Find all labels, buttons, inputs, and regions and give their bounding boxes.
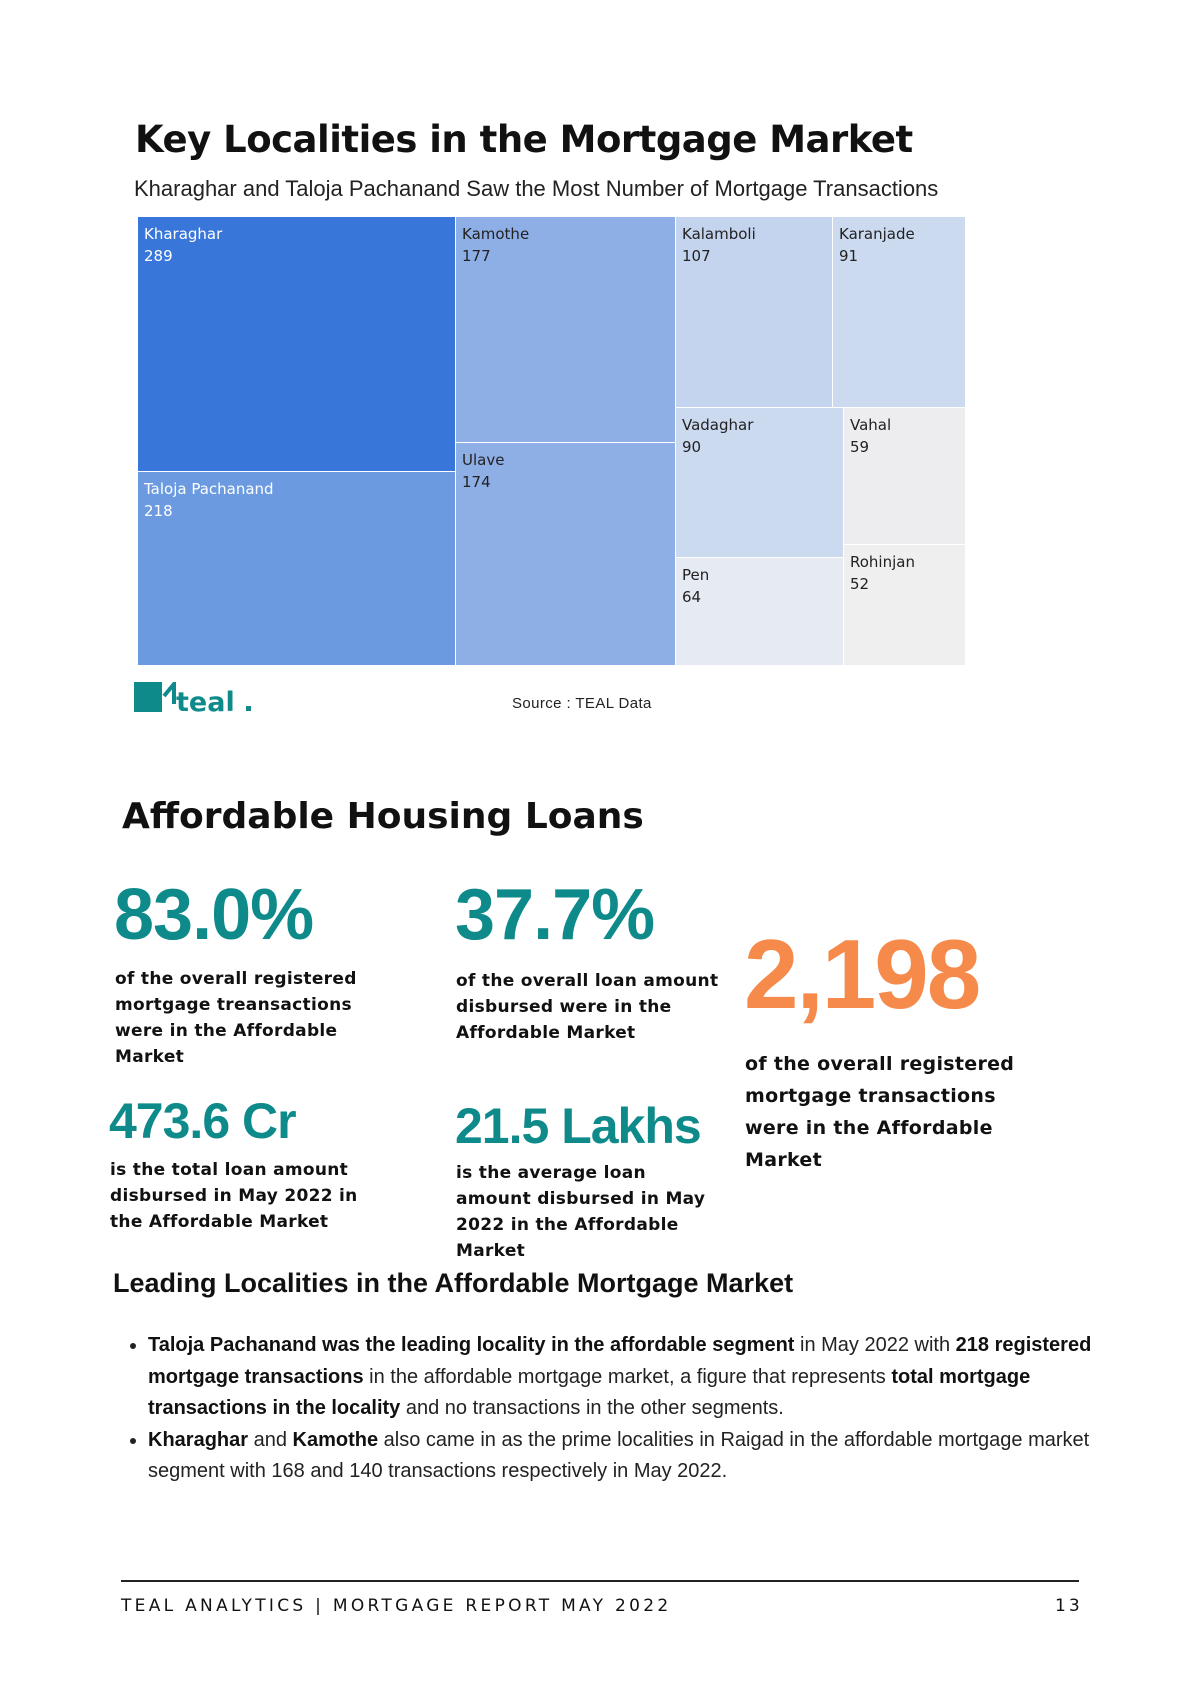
bullet-text: in the affordable mortgage market, a fig… xyxy=(363,1365,892,1388)
treemap-tile-value: 289 xyxy=(144,247,173,265)
bullet-bold-text: Kamothe xyxy=(292,1428,379,1451)
treemap-tile-value: 90 xyxy=(682,438,702,456)
treemap-tile-label: Kalamboli xyxy=(682,225,756,243)
stat-desc-share-transactions: of the overall registered mortgage trean… xyxy=(115,969,357,1067)
bullet-text: also came in as the prime localities in … xyxy=(148,1428,1090,1483)
bullet-text: in May 2022 with xyxy=(794,1334,956,1356)
page-number: 13 xyxy=(1055,1596,1083,1616)
treemap-tile-value: 64 xyxy=(682,588,702,606)
stat-value-share-loan-amount: 37.7% xyxy=(455,875,655,955)
treemap-tile-label: Kamothe xyxy=(462,225,530,243)
section-title-affordable: Affordable Housing Loans xyxy=(122,796,644,837)
stat-desc-share-loan-amount: of the overall loan amount disbursed wer… xyxy=(456,971,719,1043)
treemap-tile-value: 52 xyxy=(850,575,870,593)
stat-desc-transaction-count: of the overall registered mortgage trans… xyxy=(745,1053,1015,1171)
chart-subtitle: Kharaghar and Taloja Pachanand Saw the M… xyxy=(134,176,939,201)
source-note: Source : TEAL Data xyxy=(512,695,652,712)
localities-treemap: Kharaghar 289 Taloja Pachanand 218 Kamothe 17… xyxy=(138,217,966,666)
bullet-text: and no transactions in the other segment… xyxy=(400,1397,784,1419)
bullet-bold-text: Taloja Pachanand was the leading localit… xyxy=(148,1334,795,1356)
stat-desc-average-loan: is the average loan amount disbursed in … xyxy=(456,1163,706,1261)
treemap-tile-label: Taloja Pachanand xyxy=(144,480,274,498)
footer-divider xyxy=(121,1580,1079,1582)
page-title: Key Localities in the Mortgage Market xyxy=(135,118,913,161)
treemap-tile-label: Kharaghar xyxy=(144,225,223,243)
treemap-tile-value: 107 xyxy=(682,247,711,265)
bullet-text: and xyxy=(248,1428,293,1451)
stat-value-average-loan: 21.5 Lakhs xyxy=(455,1098,702,1154)
treemap-tile-kamothe: Kamothe 177 xyxy=(456,217,676,443)
treemap-tile-kalamboli: Kalamboli 107 xyxy=(676,217,833,408)
bullet-bold-text: Kharaghar xyxy=(148,1428,249,1451)
treemap-tile-value: 177 xyxy=(462,247,491,265)
treemap-tile-pen: Pen 64 xyxy=(676,558,844,666)
stat-value-total-loan: 473.6 Cr xyxy=(109,1093,297,1149)
stat-value-share-transactions: 83.0% xyxy=(114,875,314,955)
treemap-tile-label: Rohinjan xyxy=(850,553,915,571)
treemap-tile-vahal: Vahal 59 xyxy=(844,408,966,545)
treemap-tile-label: Karanjade xyxy=(839,225,915,243)
treemap-tile-value: 59 xyxy=(850,438,870,456)
stat-desc-total-loan: is the total loan amount disbursed in Ma… xyxy=(110,1160,358,1232)
treemap-tile-value: 174 xyxy=(462,473,491,491)
treemap-tile-label: Vahal xyxy=(850,416,892,434)
treemap-tile-karanjade: Karanjade 91 xyxy=(833,217,966,408)
treemap-tile-value: 91 xyxy=(839,247,859,265)
treemap-tile-label: Ulave xyxy=(462,451,505,469)
teal-logo-text: teal xyxy=(176,687,235,714)
treemap-tile-kharaghar: Kharaghar 289 xyxy=(138,217,456,472)
treemap-tile-label: Vadaghar xyxy=(682,416,754,434)
treemap-tile-taloja-pachanand: Taloja Pachanand 218 xyxy=(138,472,456,666)
bullet-list: Taloja Pachanand was the leading localit… xyxy=(122,1330,1100,1488)
bullet-item: Taloja Pachanand was the leading localit… xyxy=(148,1330,1100,1425)
bullet-item: Kharaghar and Kamothe also came in as th… xyxy=(148,1425,1100,1488)
treemap-tile-label: Pen xyxy=(682,566,710,584)
treemap-tile-ulave: Ulave 174 xyxy=(456,443,676,666)
treemap-tile-rohinjan: Rohinjan 52 xyxy=(844,545,966,666)
stat-value-transaction-count: 2,198 xyxy=(744,919,981,1029)
treemap-tile-value: 218 xyxy=(144,502,173,520)
footer-title: TEAL ANALYTICS | MORTGAGE REPORT MAY 202… xyxy=(121,1596,672,1616)
teal-logo: teal xyxy=(134,678,254,718)
treemap-tile-vadaghar: Vadaghar 90 xyxy=(676,408,844,558)
section-title-leading-localities: Leading Localities in the Affordable Mor… xyxy=(113,1268,794,1298)
bullet-bold-text: 218 registered mortgage transactions xyxy=(148,1334,1092,1388)
teal-logo-icon: teal xyxy=(134,678,251,718)
bullet-bold-text: total mortgage transactions in the local… xyxy=(148,1365,1031,1420)
